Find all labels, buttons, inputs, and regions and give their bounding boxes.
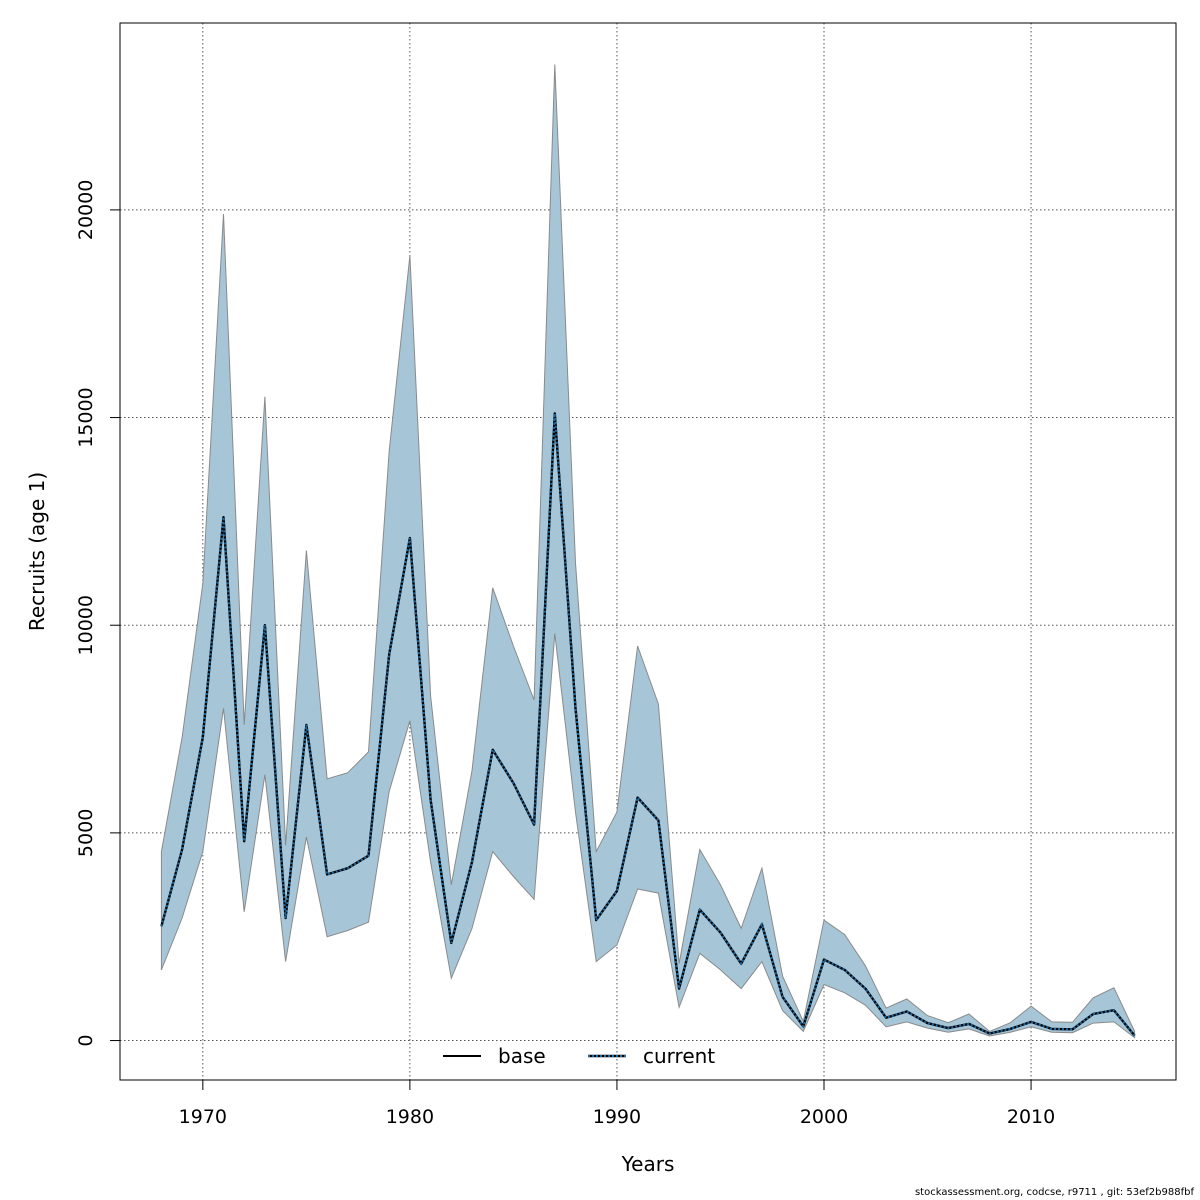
x-axis: 1970 1980 1990 2000 2010 — [179, 1080, 1055, 1128]
x-tick-label: 1980 — [386, 1106, 434, 1128]
y-axis: 0 5000 10000 15000 20000 — [75, 180, 120, 1047]
x-tick-label: 1990 — [593, 1106, 641, 1128]
y-tick-label: 20000 — [75, 180, 97, 240]
y-tick-label: 10000 — [75, 595, 97, 655]
footer-credit: stockassessment.org, codcse, r9711 , git… — [914, 1187, 1194, 1198]
y-tick-label: 0 — [75, 1034, 97, 1046]
x-tick-label: 1970 — [179, 1106, 227, 1128]
x-axis-title: Years — [621, 1152, 675, 1176]
legend-base-label: base — [498, 1044, 546, 1068]
y-axis-title: Recruits (age 1) — [25, 472, 49, 631]
plot-frame — [119, 22, 1177, 1081]
current-series-line-blue — [160, 413, 1136, 1037]
grid — [120, 23, 1176, 1080]
y-tick-label: 5000 — [75, 809, 97, 857]
confidence-band — [160, 64, 1136, 1039]
x-tick-label: 2000 — [800, 1106, 848, 1128]
legend-current-label: current — [643, 1044, 715, 1068]
legend: base current — [443, 1044, 715, 1068]
y-tick-label: 15000 — [75, 387, 97, 447]
x-tick-label: 2010 — [1007, 1106, 1055, 1128]
